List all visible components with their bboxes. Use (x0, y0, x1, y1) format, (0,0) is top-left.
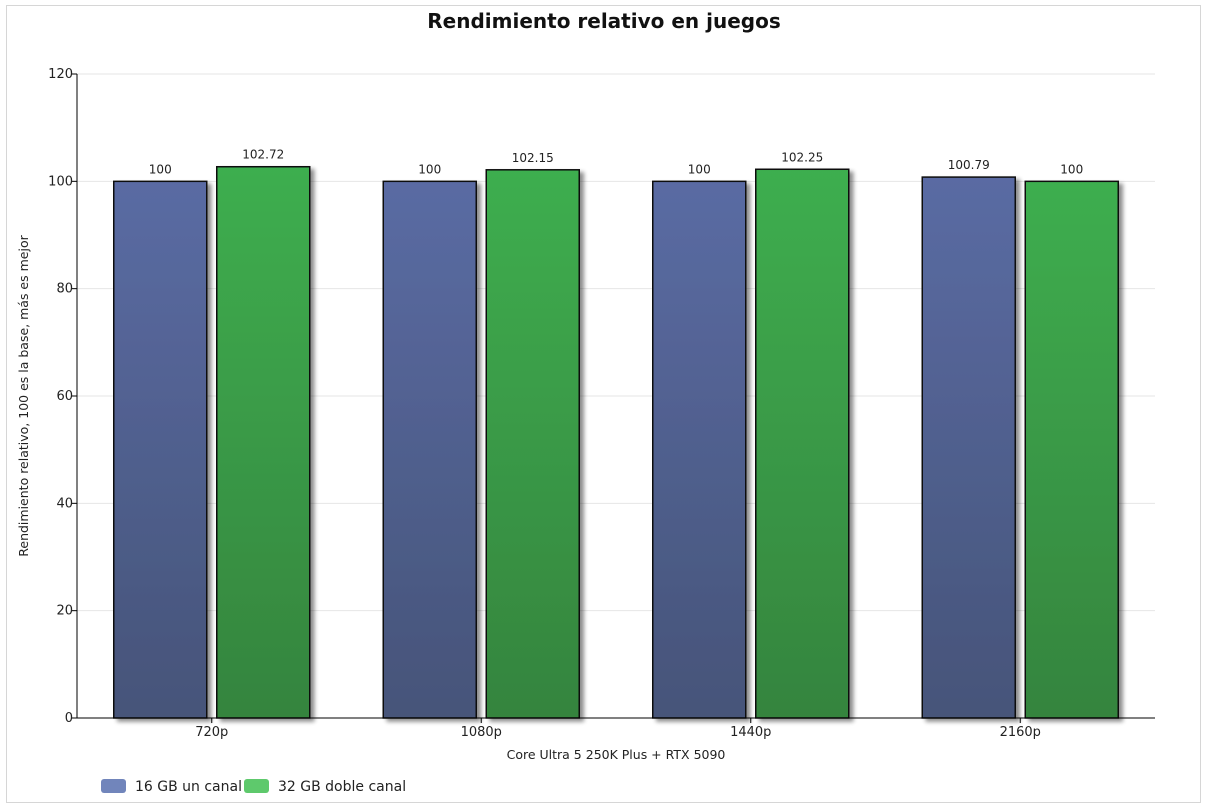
data-label: 102.72 (242, 148, 284, 162)
bar-single-channel-2160p (921, 176, 1016, 719)
y-tick-label: 120 (48, 67, 73, 82)
legend-swatch (101, 779, 126, 793)
bar-dual-channel-1080p (485, 169, 580, 719)
y-axis-ticks: 0 20 40 60 80 100 120 (48, 67, 77, 726)
data-labels: 100 102.72 100 102.15 100 102.25 100.79 100 (149, 148, 1083, 177)
y-tick-label: 80 (56, 282, 73, 297)
data-label: 100 (688, 162, 711, 176)
x-tick-label: 2160p (1000, 725, 1041, 740)
x-tick-label: 1080p (461, 725, 502, 740)
legend-swatch (244, 779, 269, 793)
bar-dual-channel-1440p (755, 168, 850, 719)
x-axis-ticks: 720p 1080p 1440p 2160p (195, 718, 1041, 740)
bar-dual-channel-720p (216, 165, 311, 719)
y-tick-label: 100 (48, 174, 73, 189)
data-label: 102.15 (512, 151, 554, 165)
y-tick-label: 0 (65, 711, 73, 726)
x-axis-label: Core Ultra 5 250K Plus + RTX 5090 (507, 747, 726, 762)
y-axis-label: Rendimiento relativo, 100 es la base, má… (16, 234, 31, 556)
x-tick-label: 1440p (730, 725, 771, 740)
chart-title: Rendimiento relativo en juegos (427, 9, 780, 33)
data-label: 100 (418, 162, 441, 176)
legend-label: 32 GB doble canal (278, 779, 406, 795)
data-label: 100.79 (948, 158, 990, 172)
y-tick-label: 20 (56, 604, 73, 619)
data-label: 100 (1060, 162, 1083, 176)
x-tick-label: 720p (195, 725, 228, 740)
data-label: 100 (149, 162, 172, 176)
y-tick-label: 60 (56, 389, 73, 404)
data-label: 102.25 (781, 150, 823, 164)
legend-label: 16 GB un canal (135, 779, 242, 795)
bar-single-channel-1080p (382, 180, 477, 719)
legend: 16 GB un canal 32 GB doble canal (101, 779, 406, 795)
y-tick-label: 40 (56, 496, 73, 511)
bar-dual-channel-2160p (1024, 180, 1119, 719)
bar-single-channel-1440p (652, 180, 747, 719)
bars (113, 165, 1119, 719)
bar-single-channel-720p (113, 180, 208, 719)
